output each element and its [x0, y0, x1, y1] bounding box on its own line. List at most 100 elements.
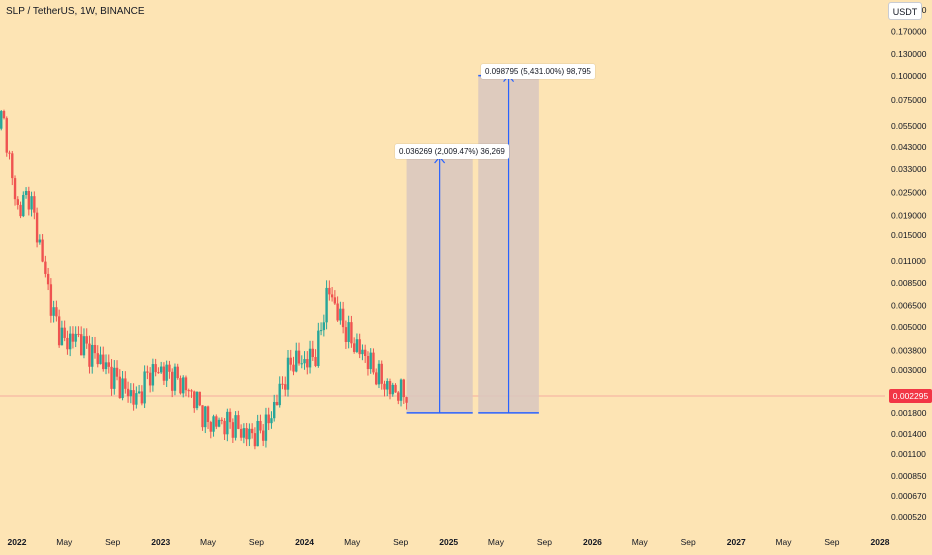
candle-body	[80, 334, 83, 356]
candle-body	[281, 383, 284, 385]
candle-body	[239, 428, 243, 438]
price-tick-label: 0.033000	[891, 164, 927, 174]
candle-body	[275, 401, 279, 406]
candle-body	[220, 419, 224, 421]
candle-body	[129, 390, 133, 397]
candle-body	[322, 322, 326, 331]
candle-body	[366, 355, 370, 370]
currency-selector[interactable]: USDT	[888, 2, 922, 20]
candle-body	[295, 350, 298, 372]
measure-layer	[406, 74, 539, 414]
candle-body	[13, 178, 17, 200]
measure-label-1: 0.036269 (2,009.47%) 36,269	[395, 144, 509, 159]
candle-body	[173, 366, 177, 391]
candle-body	[201, 405, 204, 428]
price-axis[interactable]: 0.2200000.1700000.1300000.1000000.075000…	[891, 5, 927, 522]
time-axis[interactable]: 2022 May Sep 2023 May Sep 2024 May Sep 2025 May Sep…	[8, 537, 890, 547]
candle-body	[19, 204, 22, 217]
candle-body	[289, 357, 292, 365]
candle-body	[314, 357, 317, 366]
price-tick-label: 0.019000	[891, 210, 927, 220]
candle-body	[154, 364, 157, 373]
candle-layer	[0, 109, 408, 450]
candle-body	[49, 284, 53, 316]
candle-body	[151, 364, 155, 386]
candle-body	[330, 294, 334, 298]
price-tick-label: 0.006500	[891, 300, 927, 310]
candle-body	[336, 303, 339, 321]
candle-body	[300, 363, 303, 365]
time-tick-label: 2025	[439, 537, 458, 547]
candle-body	[391, 384, 394, 395]
candle-body	[264, 414, 268, 441]
price-tick-label: 0.055000	[891, 121, 927, 131]
candle-body	[383, 383, 386, 390]
time-tick-label: 2028	[871, 537, 890, 547]
candle-body	[38, 239, 42, 243]
candle-body	[352, 343, 356, 352]
price-tick-label: 0.005000	[891, 322, 927, 332]
candle-body	[377, 363, 381, 385]
candle-body	[261, 430, 265, 441]
time-tick-label: Sep	[537, 537, 552, 547]
candle-body	[82, 336, 86, 356]
candle-body	[2, 111, 6, 119]
price-tick-label: 0.008500	[891, 278, 927, 288]
price-tick-label: 0.000850	[891, 471, 927, 481]
price-tick-label: 0.003000	[891, 365, 927, 375]
candle-body	[333, 297, 337, 304]
time-tick-label: 2024	[295, 537, 314, 547]
candle-body	[267, 414, 270, 424]
candle-body	[361, 349, 364, 355]
candle-body	[259, 420, 262, 431]
time-tick-label: May	[775, 537, 792, 547]
time-tick-label: 2023	[151, 537, 170, 547]
candle-body	[157, 372, 160, 374]
candle-body	[270, 418, 273, 424]
candle-body	[16, 199, 19, 205]
candle-body	[170, 371, 174, 391]
price-tick-label: 0.003800	[891, 345, 927, 355]
candle-body	[234, 415, 237, 438]
candle-body	[388, 381, 392, 395]
price-tick-label: 0.130000	[891, 49, 927, 59]
candle-body	[162, 366, 166, 381]
candle-body	[110, 366, 113, 389]
candle-body	[113, 367, 116, 389]
candle-body	[204, 406, 207, 428]
candle-body	[358, 339, 361, 355]
candle-body	[140, 391, 144, 404]
candle-body	[209, 422, 212, 432]
candle-body	[104, 362, 108, 370]
price-tick-label: 0.000670	[891, 491, 927, 501]
candle-body	[206, 406, 210, 423]
candle-body	[182, 377, 185, 394]
time-tick-label: May	[632, 537, 649, 547]
candle-body	[394, 384, 397, 393]
candle-body	[187, 390, 190, 392]
candle-body	[85, 336, 88, 344]
candle-body	[22, 194, 25, 217]
candle-body	[124, 378, 127, 389]
candle-body	[372, 352, 375, 373]
candle-body	[71, 333, 75, 342]
candle-body	[184, 377, 188, 391]
candle-body	[0, 111, 3, 129]
candle-body	[44, 261, 47, 274]
time-tick-label: 2026	[583, 537, 602, 547]
candle-body	[195, 391, 199, 409]
candle-body	[325, 287, 328, 323]
price-tick-label: 0.011000	[891, 256, 926, 266]
candle-body	[347, 322, 350, 342]
candle-body	[159, 366, 163, 373]
candle-body	[405, 397, 408, 403]
time-tick-label: May	[56, 537, 73, 547]
price-tick-label: 0.100000	[891, 71, 927, 81]
candle-body	[292, 364, 295, 372]
time-tick-label: Sep	[105, 537, 120, 547]
candle-body	[350, 322, 353, 344]
candle-body	[126, 388, 130, 397]
candle-body	[148, 372, 152, 386]
